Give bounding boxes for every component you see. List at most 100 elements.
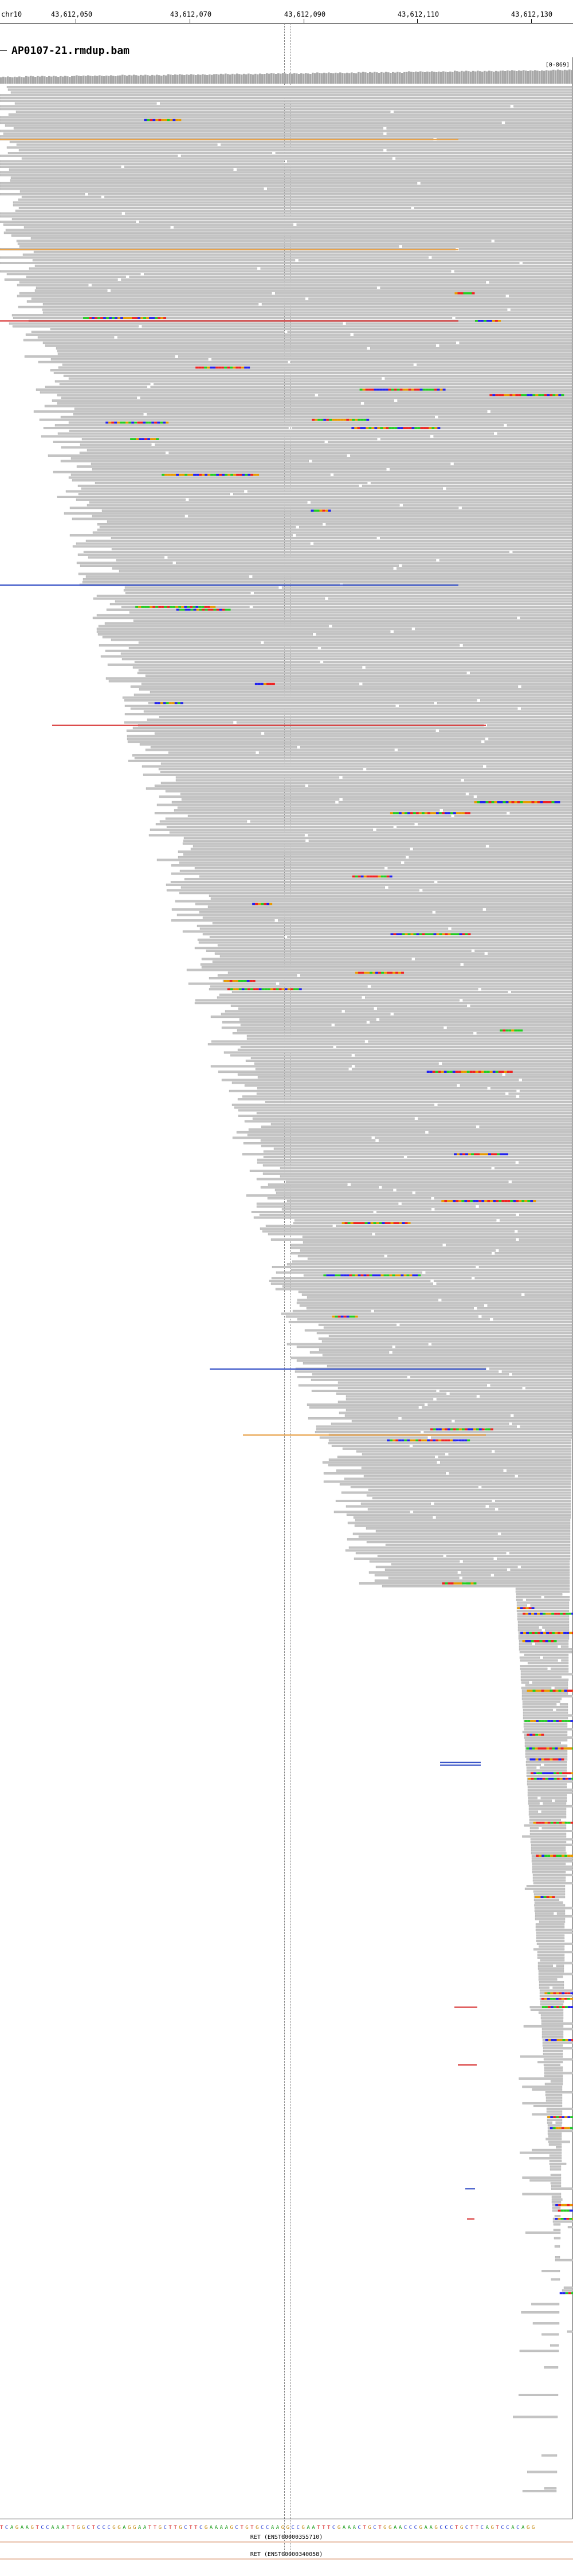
mismatch-base	[152, 606, 156, 608]
coverage-bar	[445, 72, 447, 84]
mismatch-base	[551, 1640, 554, 1642]
aligned-read	[319, 1436, 428, 1439]
mismatch-base	[470, 1200, 473, 1202]
aligned-read	[545, 2099, 563, 2102]
aligned-read	[105, 649, 572, 652]
mismatch-base	[319, 509, 323, 512]
mismatch-base	[382, 389, 386, 391]
aligned-read	[214, 952, 485, 955]
mismatch-base	[430, 933, 434, 935]
aligned-read	[370, 1021, 572, 1024]
mismatch-base	[313, 509, 317, 512]
aligned-read	[109, 603, 572, 606]
aligned-read	[516, 1607, 570, 1610]
aligned-read	[87, 504, 400, 507]
aligned-read	[567, 2226, 573, 2229]
ruler-tick-label: 43,612,110	[397, 10, 439, 18]
aligned-read	[194, 1002, 572, 1005]
mismatch-base	[337, 418, 341, 421]
mismatch-base	[394, 427, 398, 429]
aligned-read	[527, 1791, 573, 1794]
aligned-read	[276, 1191, 413, 1194]
mismatch-base	[501, 1071, 504, 1073]
mismatch-base	[418, 812, 422, 814]
aligned-read	[290, 1244, 443, 1246]
aligned-read	[541, 2028, 573, 2030]
coverage-bar	[190, 74, 193, 84]
gene-track-ret-2[interactable]: RET (ENST00000340058)	[0, 2551, 573, 2562]
mismatch-base	[460, 292, 464, 295]
mismatch-base	[530, 1200, 533, 1202]
mismatch-base	[130, 438, 134, 440]
aligned-read	[296, 223, 572, 226]
aligned-read	[308, 834, 572, 837]
aligned-read	[72, 545, 572, 548]
aligned-read	[42, 342, 456, 344]
mismatch-base	[453, 1428, 456, 1430]
mismatch-base	[247, 366, 250, 369]
aligned-read	[438, 415, 572, 418]
aligned-read	[253, 606, 572, 608]
aligned-read	[494, 1574, 570, 1577]
aligned-read	[34, 289, 108, 292]
mismatch-base	[495, 394, 499, 397]
coverage-bar	[21, 77, 23, 84]
mismatch-base	[537, 1896, 541, 1898]
aligned-read	[91, 284, 572, 287]
aligned-read	[353, 1516, 433, 1519]
aligned-read	[265, 1101, 572, 1103]
mismatch-base	[219, 473, 222, 476]
mismatch-base	[563, 2209, 567, 2212]
mismatch-base	[131, 421, 135, 424]
mismatch-base	[387, 971, 390, 974]
aligned-read	[107, 520, 572, 523]
mismatch-base	[388, 389, 391, 391]
mismatch-base	[407, 812, 410, 814]
track-name[interactable]: AP0107-21.rmdup.bam	[11, 45, 129, 57]
aligned-read	[221, 1079, 519, 1081]
aligned-read	[414, 207, 572, 209]
coverage-bar	[234, 74, 236, 84]
mismatch-base	[533, 1720, 536, 1722]
mismatch-base	[332, 1315, 335, 1318]
aligned-read	[73, 413, 144, 415]
aligned-read	[532, 1876, 566, 1879]
mismatch-base	[401, 1439, 405, 1442]
mismatch-base	[381, 971, 384, 974]
mismatch-base	[492, 394, 496, 397]
aligned-read	[531, 1860, 573, 1863]
aligned-read	[552, 2220, 573, 2223]
aligned-read	[481, 1486, 571, 1488]
mismatch-base	[548, 2039, 551, 2041]
coverage-histogram[interactable]	[0, 68, 572, 84]
aligned-read	[323, 661, 572, 663]
mismatch-base	[544, 2006, 548, 2008]
aligned-read	[171, 801, 336, 803]
aligned-read	[554, 2245, 560, 2248]
genomic-ruler: chr10 43,612,050 43,612,070 43,612,090 4…	[0, 0, 573, 23]
mismatch-base	[230, 988, 233, 990]
aligned-read	[252, 575, 572, 578]
mismatch-base	[171, 702, 175, 704]
mismatch-base	[190, 473, 194, 476]
aligned-read	[309, 1406, 419, 1409]
mismatch-base	[551, 1613, 555, 1615]
mismatch-base	[571, 2292, 573, 2295]
aligned-read	[538, 1973, 573, 1975]
aligned-read	[0, 187, 264, 190]
mismatch-base	[541, 1854, 545, 1857]
mismatch-base	[476, 1200, 479, 1202]
aligned-read	[138, 669, 572, 672]
reference-base: C	[450, 2525, 456, 2531]
coverage-bar	[426, 71, 429, 84]
gene-track-ret-1[interactable]: RET (ENST00000355710)	[0, 2534, 573, 2544]
mismatch-base	[213, 473, 217, 476]
aligned-read	[489, 845, 572, 848]
aligned-read	[81, 438, 378, 441]
coverage-bar	[197, 74, 199, 84]
mismatch-base	[352, 875, 355, 878]
aligned-read	[542, 2041, 573, 2044]
aligned-read	[438, 1456, 572, 1458]
read-alignments[interactable]	[0, 86, 573, 2516]
aligned-read	[375, 1530, 571, 1532]
